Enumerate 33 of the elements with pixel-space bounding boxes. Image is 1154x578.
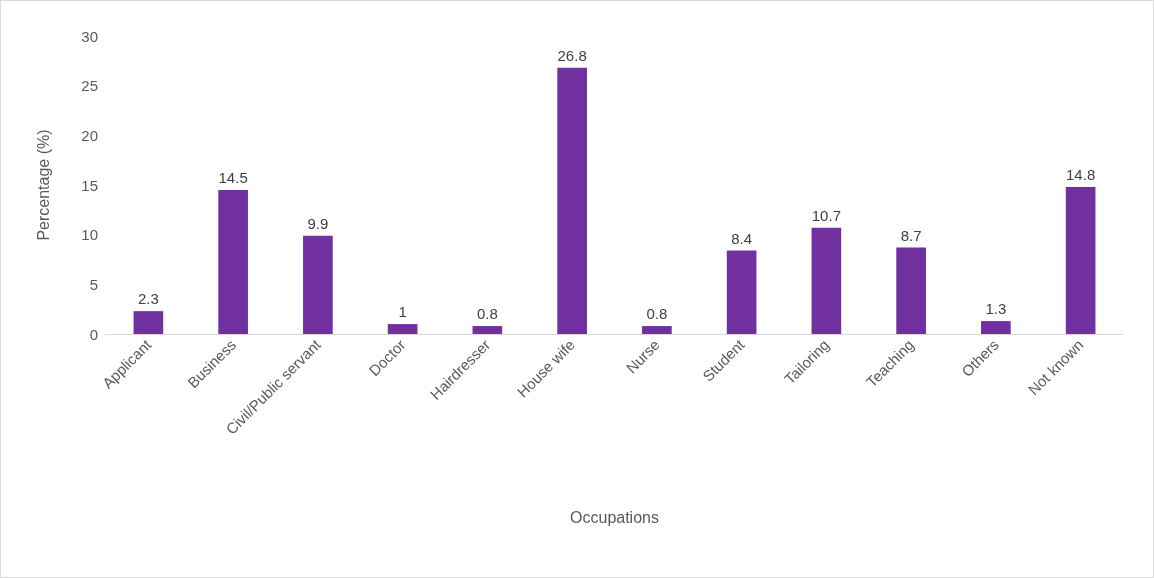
bar bbox=[557, 67, 587, 334]
y-tick-label: 25 bbox=[81, 77, 98, 95]
bar bbox=[387, 324, 418, 334]
bar bbox=[981, 321, 1011, 334]
y-tick-label: 10 bbox=[81, 226, 98, 244]
bar bbox=[1065, 186, 1096, 334]
bar bbox=[472, 326, 503, 334]
data-label: 8.4 bbox=[731, 229, 753, 247]
bar bbox=[303, 235, 333, 334]
y-tick-label: 5 bbox=[89, 275, 98, 293]
data-label: 0.8 bbox=[476, 305, 498, 323]
x-axis-title: Occupations bbox=[570, 508, 659, 526]
data-label: 2.3 bbox=[137, 290, 159, 308]
y-tick-label: 20 bbox=[81, 126, 98, 144]
data-label: 26.8 bbox=[557, 46, 587, 64]
bar bbox=[896, 247, 926, 334]
y-axis-title: Percentage (%) bbox=[34, 129, 52, 241]
bar bbox=[726, 250, 757, 334]
data-label: 0.8 bbox=[646, 305, 668, 323]
data-label: 1 bbox=[398, 303, 407, 321]
y-tick-label: 30 bbox=[81, 27, 98, 45]
y-tick-label: 15 bbox=[81, 176, 98, 194]
bar bbox=[811, 227, 842, 334]
bar bbox=[218, 189, 248, 334]
data-label: 14.8 bbox=[1066, 165, 1096, 183]
data-label: 10.7 bbox=[811, 206, 841, 224]
bar bbox=[133, 311, 164, 334]
y-tick-label: 0 bbox=[89, 325, 98, 343]
data-label: 1.3 bbox=[985, 300, 1007, 318]
data-label: 14.5 bbox=[218, 168, 248, 186]
data-label: 9.9 bbox=[307, 214, 329, 232]
bar bbox=[642, 326, 672, 334]
data-label: 8.7 bbox=[900, 226, 922, 244]
